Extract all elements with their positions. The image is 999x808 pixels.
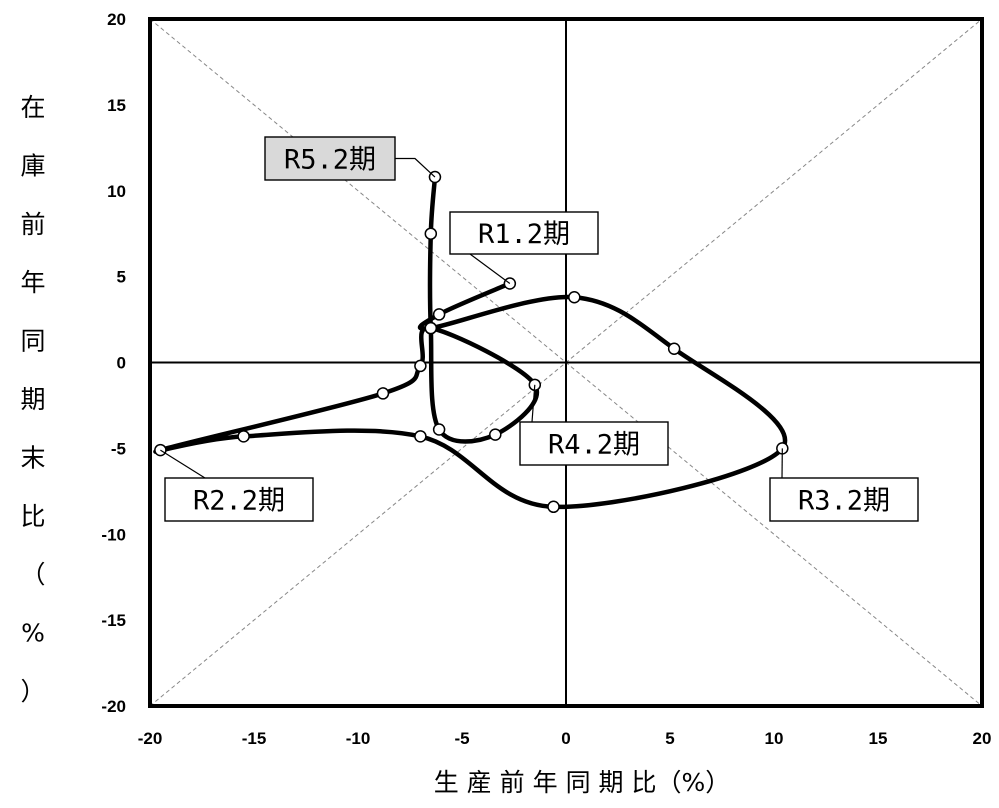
data-point [568,290,581,304]
y-axis-title-char: 期 [20,385,45,414]
data-points [154,170,789,514]
annotation-leader [469,253,511,284]
data-point [432,423,446,436]
annotations: R1.2期 R2.2期 R3.2期 R4.2期 R5.2期 [160,136,919,522]
y-axis-title-char: 前 [20,210,45,239]
x-tick-label: 5 [665,729,674,748]
x-tick-label: -20 [138,729,163,748]
annotation-label: R4.2期 [519,384,669,466]
annotation-text: R5.2期 [284,145,376,176]
x-tick-label: -5 [454,729,469,748]
y-axis-title-char: ） [20,677,45,706]
data-point [414,359,427,373]
y-tick-label: -15 [101,611,126,630]
annotation-label: R1.2期 [449,211,599,284]
y-tick-label: -10 [101,525,126,544]
y-axis-title-char: % [21,619,45,648]
plot-frame [148,17,984,708]
x-tick-label: 15 [869,729,888,748]
data-point [237,430,250,443]
y-tick-label: 15 [107,96,126,115]
y-tick-label: 5 [117,268,126,287]
data-point [489,428,502,441]
y-axis-title-char: 比 [20,502,45,531]
y-axis-title-char: 在 [20,93,45,122]
annotation-text: R2.2期 [193,486,285,517]
annotation-text: R3.2期 [798,486,890,517]
y-axis-title-char: （ [20,560,45,589]
data-point [376,387,390,400]
annotation-box [264,136,396,181]
x-tick-label: 10 [765,729,784,748]
y-tick-label: -20 [101,697,126,716]
data-point [547,500,560,514]
y-axis-title-char: 庫 [20,151,45,180]
plot-border [148,17,984,708]
x-tick-label: 20 [973,729,992,748]
y-tick-label: 0 [117,354,126,373]
annotation-label: R2.2期 [160,449,314,522]
y-axis-title-char: 末 [20,443,45,472]
annotation-label: R3.2期 [769,448,919,522]
data-point [424,227,438,240]
x-tick-label: -10 [346,729,371,748]
annotation-leader [395,157,436,178]
y-tick-label: -5 [111,439,126,458]
x-axis-title: 生 産 前 年 同 期 比（%） [434,768,730,797]
y-tick-label: 10 [107,182,126,201]
y-axis-title-char: 同 [20,327,45,356]
axis-ticks: -20 -15 -10 -5 0 5 10 15 20 -20 -15 -10 -5 0 5 10 15 20 [101,10,991,748]
annotation-box [449,211,599,255]
data-point [424,321,438,335]
series-curve [153,174,788,510]
data-point [667,342,681,356]
data-point [432,308,446,321]
data-point [414,430,427,443]
annotation-leader [531,384,536,423]
annotation-text: R1.2期 [478,219,570,250]
annotation-text: R4.2期 [548,430,640,461]
series-line [153,174,788,510]
annotation-label: R5.2期 [264,136,436,181]
x-tick-label: -15 [242,729,267,748]
y-axis-title-char: 年 [20,268,45,297]
annotation-leader [160,449,206,479]
x-tick-label: 0 [561,729,570,748]
annotation-box [769,477,919,522]
annotation-box [164,477,314,522]
reference-lines [149,18,983,707]
annotation-box [519,421,669,466]
y-tick-label: 20 [107,10,126,29]
